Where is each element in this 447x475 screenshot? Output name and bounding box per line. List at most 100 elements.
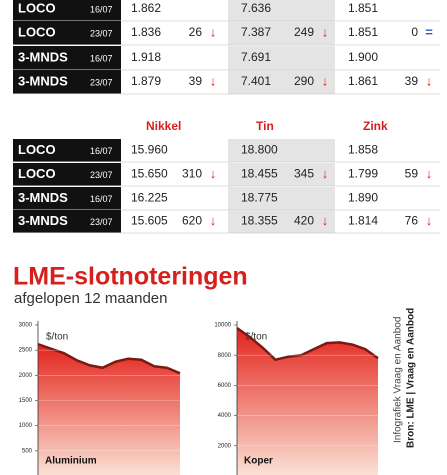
cell-bg <box>228 139 335 162</box>
cell-value: 1.851 <box>348 25 378 39</box>
y-tick-label: 6000 <box>218 383 232 389</box>
cell-bg <box>228 21 335 45</box>
cell-value: 18.355 <box>241 214 278 228</box>
cell-change: 345 <box>294 167 314 181</box>
row-label-cell <box>13 21 121 45</box>
y-tick-label: 1500 <box>19 398 33 404</box>
cell-change: 420 <box>294 214 314 228</box>
area <box>237 328 378 475</box>
cell-bg <box>228 210 335 233</box>
cell-trend: ↓ <box>426 213 433 228</box>
cell-value: 1.836 <box>131 25 161 39</box>
cell-value: 15.650 <box>131 167 168 181</box>
series-label: Koper <box>244 456 273 467</box>
cell-value: 1.900 <box>348 50 378 64</box>
cell-value: 7.387 <box>241 25 271 39</box>
cell-bg <box>228 163 335 186</box>
column-header: Nikkel <box>146 119 181 133</box>
cell-value: 15.960 <box>131 143 168 157</box>
y-tick-label: 3000 <box>19 323 33 329</box>
row-date: 16/07 <box>90 53 113 63</box>
cell-change: 76 <box>405 214 419 228</box>
y-tick-label: 2000 <box>218 443 232 449</box>
cell-trend: ↓ <box>322 24 329 39</box>
y-tick-label: 1000 <box>19 423 33 429</box>
row-date: 23/07 <box>90 77 113 87</box>
cell-value: 16.225 <box>131 191 168 205</box>
row-label: LOCO <box>18 0 56 15</box>
row-label-cell <box>13 187 121 210</box>
unit-label: $/ton <box>245 332 267 343</box>
cell-trend: ↓ <box>210 24 217 39</box>
cell-trend: ↓ <box>322 73 329 88</box>
cell-change: 39 <box>189 74 203 88</box>
cell-value: 1.861 <box>348 74 378 88</box>
series-label: Aluminium <box>45 456 97 467</box>
row-date: 16/07 <box>90 194 113 204</box>
column-header: Zink <box>363 119 388 133</box>
cell-trend: ↓ <box>426 166 433 181</box>
cell-trend: ↓ <box>210 213 217 228</box>
row-label: 3-MNDS <box>18 213 68 228</box>
area <box>38 344 180 475</box>
cell-trend: ↓ <box>210 166 217 181</box>
cell-change: 39 <box>405 74 419 88</box>
row-label-cell <box>13 46 121 70</box>
subtitle: afgelopen 12 maanden <box>14 290 167 307</box>
credit: Bron: LME | Vraag en Aanbod <box>406 308 417 448</box>
y-tick-label: 4000 <box>218 413 232 419</box>
row-label: LOCO <box>18 24 56 39</box>
cell-value: 1.890 <box>348 191 378 205</box>
cell-trend: ↓ <box>426 73 433 88</box>
y-tick-label: 2500 <box>19 348 33 354</box>
y-tick-label: 2000 <box>19 373 33 379</box>
cell-change: 26 <box>189 25 203 39</box>
row-label: LOCO <box>18 142 56 157</box>
cell-value: 1.879 <box>131 74 161 88</box>
cell-change: 620 <box>182 214 202 228</box>
cell-bg <box>228 46 335 70</box>
y-tick-label: 8000 <box>218 353 232 359</box>
row-label-cell <box>13 210 121 233</box>
cell-trend: = <box>425 24 433 39</box>
y-tick-label: 500 <box>22 448 33 454</box>
cell-trend: ↓ <box>210 73 217 88</box>
cell-bg <box>228 0 335 21</box>
cell-change: 249 <box>294 25 314 39</box>
cell-change: 59 <box>405 167 419 181</box>
row-label-cell <box>13 163 121 186</box>
cell-value: 7.691 <box>241 50 271 64</box>
cell-change: 0 <box>411 25 418 39</box>
cell-trend: ↓ <box>322 213 329 228</box>
area-line <box>37 342 181 375</box>
cell-value: 1.918 <box>131 50 161 64</box>
cell-value: 1.799 <box>348 167 378 181</box>
cell-value: 1.851 <box>348 1 378 15</box>
cell-value: 1.814 <box>348 214 378 228</box>
area-line <box>236 326 379 362</box>
cell-bg <box>228 187 335 210</box>
row-label: 3-MNDS <box>18 190 68 205</box>
cell-value: 18.775 <box>241 191 278 205</box>
row-date: 23/07 <box>90 170 113 180</box>
cell-value: 7.636 <box>241 1 271 15</box>
cell-value: 18.455 <box>241 167 278 181</box>
y-tick-label: 10000 <box>214 323 231 329</box>
credit: Infografiek Vraag en Aanbod <box>393 317 404 443</box>
cell-change: 290 <box>294 74 314 88</box>
row-label-cell <box>13 0 121 21</box>
cell-trend: ↓ <box>322 166 329 181</box>
unit-label: $/ton <box>46 332 68 343</box>
row-date: 23/07 <box>90 217 113 227</box>
cell-value: 7.401 <box>241 74 271 88</box>
row-date: 23/07 <box>90 28 113 38</box>
row-label: 3-MNDS <box>18 73 68 88</box>
cell-value: 15.605 <box>131 214 168 228</box>
cell-bg <box>228 70 335 94</box>
cell-change: 310 <box>182 167 202 181</box>
row-label-cell <box>13 70 121 94</box>
cell-value: 1.858 <box>348 143 378 157</box>
row-label: 3-MNDS <box>18 49 68 64</box>
row-label: LOCO <box>18 166 56 181</box>
